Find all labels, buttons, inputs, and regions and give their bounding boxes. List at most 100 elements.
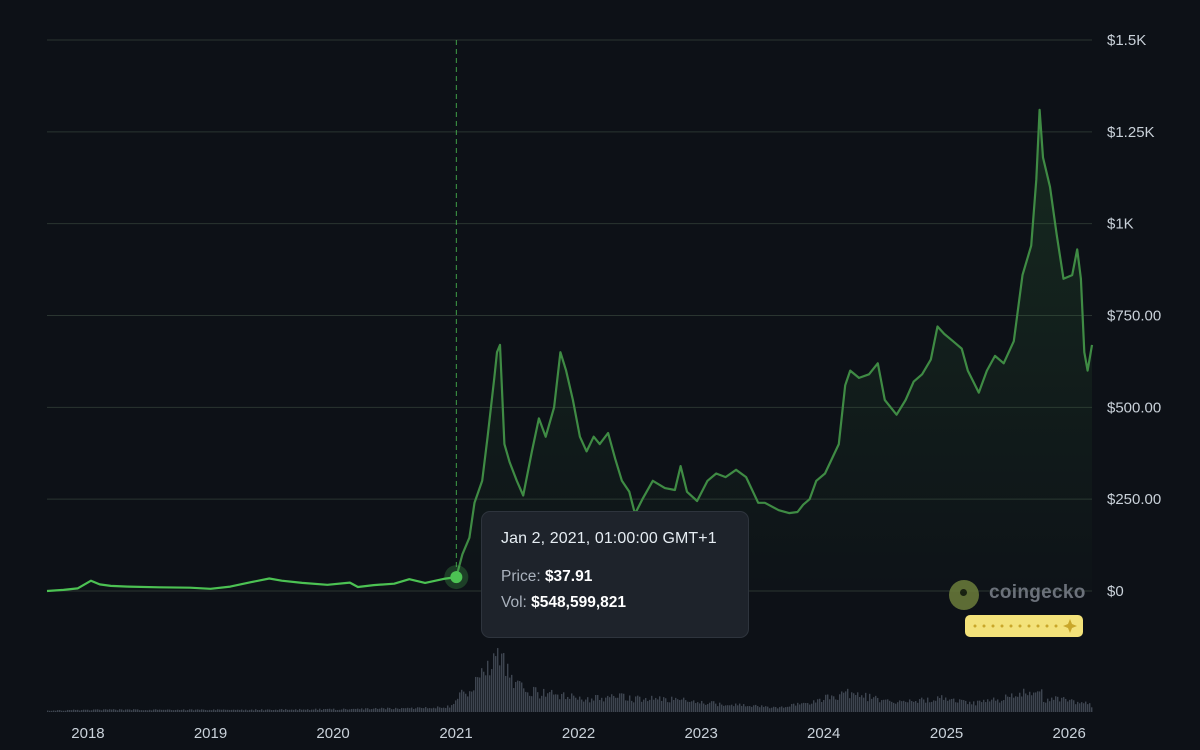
volume-bar — [347, 709, 349, 712]
volume-bar — [341, 709, 343, 712]
volume-bar — [61, 710, 63, 712]
volume-bar — [473, 690, 475, 712]
volume-bar — [783, 707, 785, 712]
volume-bar — [445, 707, 447, 712]
volume-bar — [443, 707, 445, 712]
y-tick-label: $750.00 — [1107, 308, 1161, 325]
volume-bar — [909, 699, 911, 712]
volume-bar — [329, 708, 331, 712]
volume-bar — [101, 710, 103, 712]
volume-bar — [737, 705, 739, 712]
volume-bar — [629, 695, 631, 712]
volume-bar — [711, 701, 713, 712]
volume-bar — [313, 709, 315, 712]
volume-bar — [393, 709, 395, 712]
volume-bar — [527, 692, 529, 712]
volume-bar — [113, 709, 115, 712]
volume-bar — [767, 706, 769, 712]
volume-bar — [433, 707, 435, 712]
volume-bar — [255, 709, 257, 712]
volume-bar — [247, 710, 249, 712]
volume-bar — [845, 691, 847, 712]
volume-bar — [645, 697, 647, 712]
volume-bar — [405, 708, 407, 712]
volume-bar — [1029, 691, 1031, 712]
volume-bar — [337, 709, 339, 712]
volume-bar — [235, 709, 237, 712]
volume-bar — [587, 697, 589, 712]
volume-bar — [1067, 701, 1069, 712]
volume-bar — [81, 710, 83, 712]
volume-bar — [777, 708, 779, 712]
volume-bar — [823, 700, 825, 712]
gecko-logo-icon — [949, 580, 979, 610]
volume-bar — [615, 697, 617, 712]
x-tick-label: 2023 — [684, 725, 717, 742]
y-axis: $0 $250.00 $500.00 $750.00 $1K $1.25K $1.5K — [1107, 32, 1161, 600]
volume-bar — [785, 707, 787, 712]
volume-bar — [211, 710, 213, 712]
volume-bar — [215, 710, 217, 712]
volume-bar — [415, 708, 417, 712]
volume-bar — [1045, 702, 1047, 712]
volume-bar — [935, 700, 937, 712]
volume-bar — [683, 697, 685, 712]
volume-bar — [293, 709, 295, 712]
volume-bar — [835, 699, 837, 712]
volume-bar — [95, 709, 97, 712]
volume-bar — [901, 701, 903, 712]
volume-bar — [557, 694, 559, 712]
volume-bar — [725, 705, 727, 712]
volume-bar — [537, 692, 539, 712]
volume-bar — [87, 709, 89, 712]
volume-bar — [969, 701, 971, 712]
volume-bar — [425, 707, 427, 712]
volume-bar — [187, 710, 189, 712]
volume-bar — [1081, 702, 1083, 712]
volume-bar — [365, 708, 367, 712]
volume-bar — [285, 709, 287, 712]
volume-bar — [449, 707, 451, 712]
volume-bar — [1001, 700, 1003, 712]
volume-bar — [1043, 701, 1045, 712]
volume-bar — [955, 702, 957, 712]
volume-bar — [979, 700, 981, 712]
volume-bar — [237, 709, 239, 712]
volume-bar — [921, 697, 923, 712]
volume-bar — [339, 709, 341, 712]
volume-bar — [1023, 688, 1025, 712]
volume-bar — [695, 703, 697, 712]
volume-bar — [197, 709, 199, 712]
volume-bar — [905, 701, 907, 712]
price-line-early — [46, 576, 457, 593]
volume-bar — [257, 709, 259, 712]
volume-bar — [713, 701, 715, 712]
volume-bar — [471, 691, 473, 712]
volume-bar — [363, 709, 365, 712]
volume-bar — [533, 686, 535, 712]
volume-bar — [209, 709, 211, 712]
volume-bar — [485, 675, 487, 712]
volume-bar — [825, 694, 827, 712]
volume-bar — [395, 707, 397, 712]
volume-bar — [915, 700, 917, 712]
volume-bar — [875, 695, 877, 712]
volume-bar — [379, 708, 381, 712]
price-area — [47, 109, 1092, 592]
volume-bar — [47, 710, 49, 712]
volume-bar — [627, 700, 629, 712]
volume-bar — [831, 695, 833, 712]
volume-bar — [815, 702, 817, 712]
volume-bar — [1009, 696, 1011, 712]
volume-bar — [217, 709, 219, 712]
volume-bar — [903, 700, 905, 712]
highlight-point[interactable] — [450, 571, 463, 584]
volume-bar — [1057, 696, 1059, 712]
volume-bar — [137, 709, 139, 712]
volume-bar — [625, 700, 627, 712]
volume-bar — [999, 702, 1001, 712]
volume-bar — [437, 706, 439, 712]
volume-bar — [889, 700, 891, 712]
volume-bar — [411, 707, 413, 712]
